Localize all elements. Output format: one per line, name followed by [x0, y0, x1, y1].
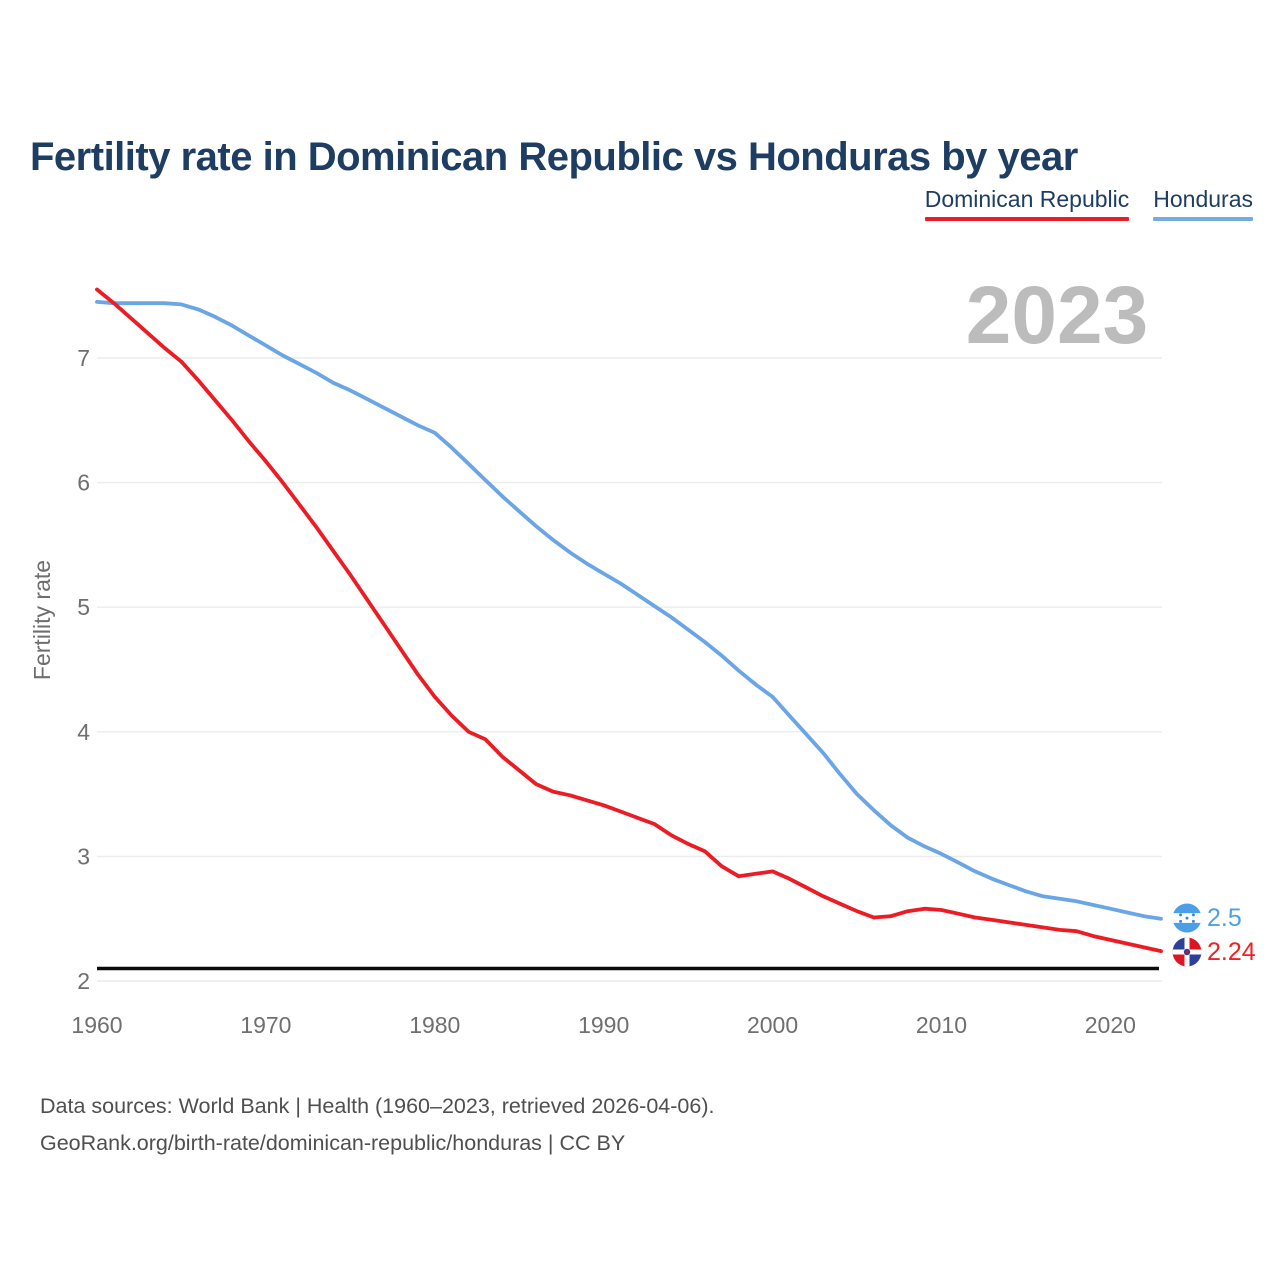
legend-label-dominican-republic: Dominican Republic	[924, 186, 1130, 212]
y-tick-label-2: 2	[77, 968, 90, 994]
x-tick-label-1960: 1960	[71, 1012, 122, 1038]
x-tick-label-1980: 1980	[409, 1012, 460, 1038]
legend-item-honduras[interactable]: Honduras	[1153, 186, 1253, 221]
legend-swatch-dominican-republic	[924, 217, 1130, 221]
x-tick-label-2020: 2020	[1085, 1012, 1136, 1038]
legend-item-dominican-republic[interactable]: Dominican Republic	[924, 186, 1130, 221]
legend: Dominican Republic Honduras	[924, 186, 1253, 221]
footer: Data sources: World Bank | Health (1960–…	[40, 1088, 714, 1162]
honduras-end-value: 2.5	[1207, 904, 1242, 932]
y-tick-label-6: 6	[77, 470, 90, 496]
dominican-republic-flag-icon	[1172, 937, 1202, 967]
year-watermark: 2023	[966, 270, 1148, 361]
dominican-republic-end-value: 2.24	[1207, 938, 1256, 966]
x-tick-label-1990: 1990	[578, 1012, 629, 1038]
legend-swatch-honduras	[1153, 217, 1253, 221]
dominican-republic-line	[95, 287, 1163, 953]
x-tick-label-1970: 1970	[240, 1012, 291, 1038]
x-tick-label-2000: 2000	[747, 1012, 798, 1038]
honduras-line	[95, 300, 1163, 921]
footer-source-line: Data sources: World Bank | Health (1960–…	[40, 1094, 715, 1118]
y-axis-title: Fertility rate	[29, 560, 55, 680]
legend-label-honduras: Honduras	[1153, 186, 1253, 212]
footer-attribution-line: GeoRank.org/birth-rate/dominican-republi…	[40, 1131, 626, 1155]
x-tick-label-2010: 2010	[916, 1012, 967, 1038]
y-tick-label-5: 5	[77, 594, 90, 620]
y-tick-label-7: 7	[77, 345, 90, 371]
honduras-flag-icon	[1172, 903, 1202, 933]
y-tick-label-3: 3	[77, 843, 90, 869]
chart-title: Fertility rate in Dominican Republic vs …	[30, 134, 1078, 179]
y-tick-label-4: 4	[77, 719, 90, 745]
plot-area: 7 6 5 4 3 2 1960 1970 1980 1990 2000 2010 2020	[71, 287, 1163, 1038]
